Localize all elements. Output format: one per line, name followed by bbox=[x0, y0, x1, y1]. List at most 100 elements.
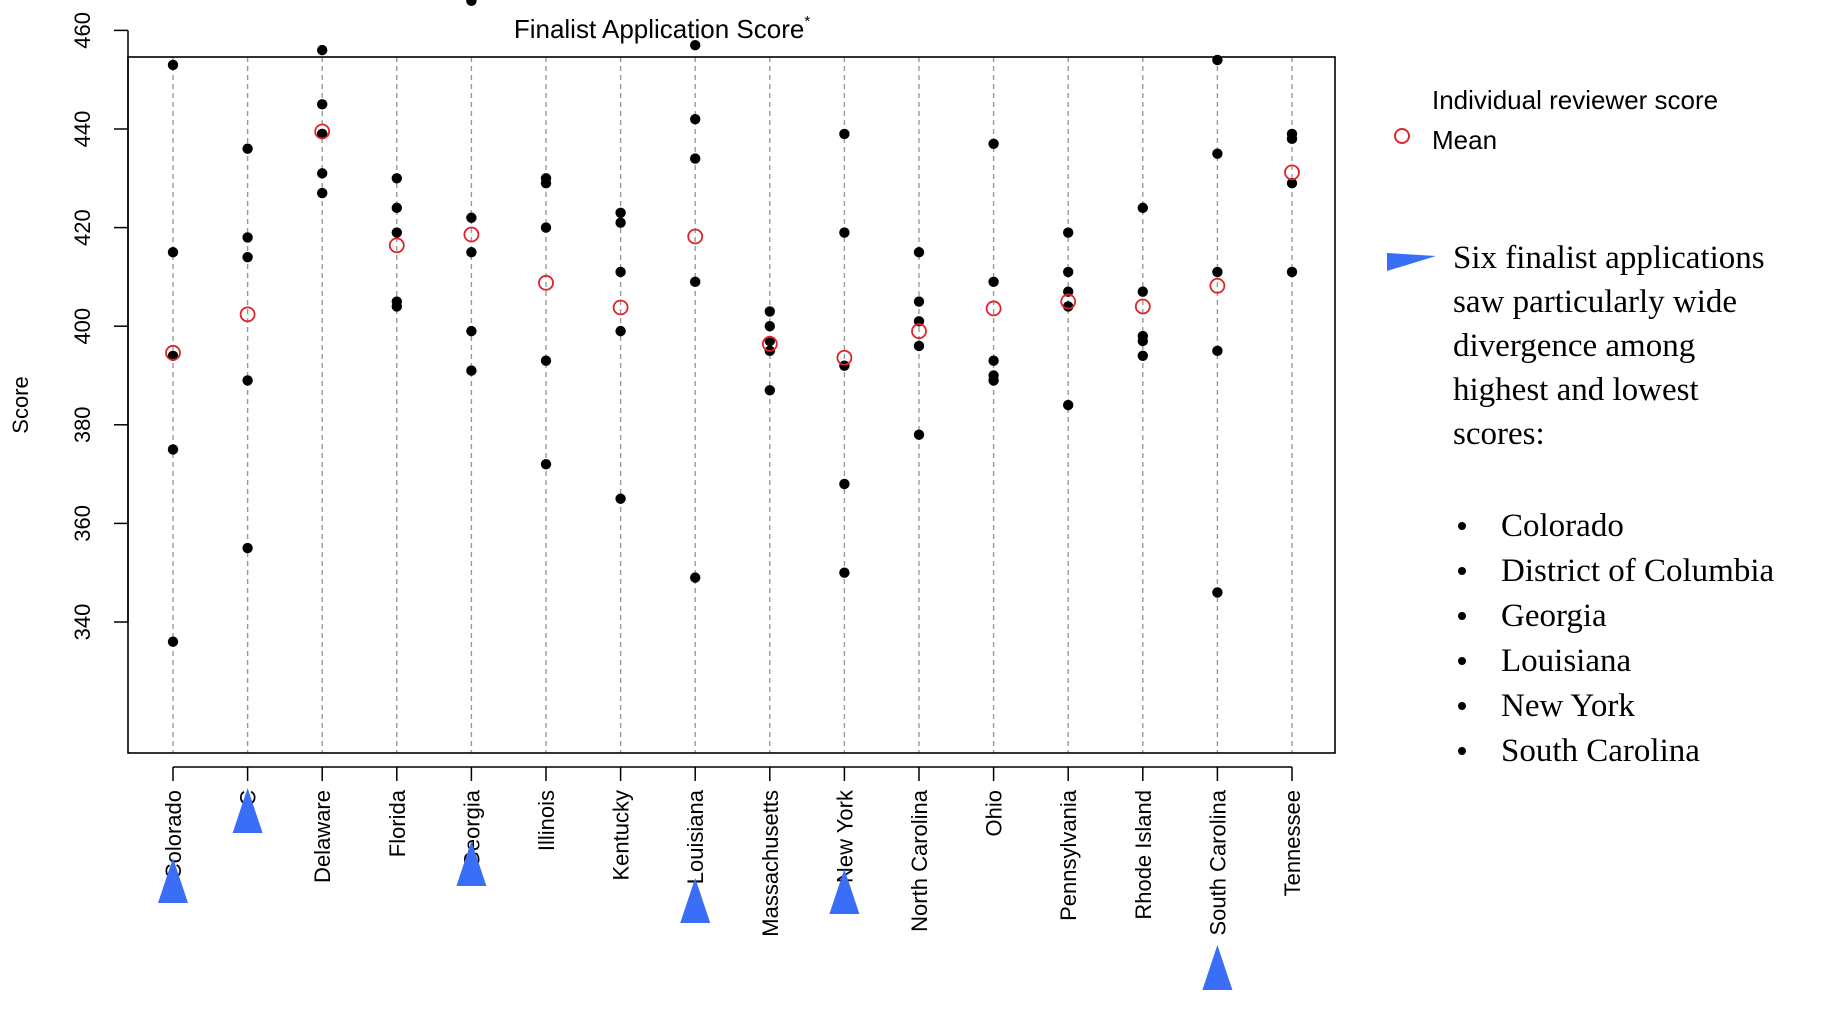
data-point bbox=[540, 178, 552, 189]
data-point bbox=[466, 212, 477, 223]
data-point bbox=[988, 276, 999, 288]
annotation: Six finalist applications saw particularl… bbox=[1387, 240, 1774, 769]
data-point bbox=[1212, 587, 1223, 598]
data-point bbox=[913, 429, 925, 440]
data-point bbox=[913, 247, 925, 258]
annotation-arrow-icon bbox=[1387, 253, 1436, 271]
data-point bbox=[391, 227, 402, 238]
mean-point bbox=[388, 237, 405, 254]
data-point bbox=[764, 321, 775, 332]
data-point bbox=[615, 493, 626, 504]
data-point bbox=[540, 459, 552, 470]
plot-frame bbox=[127, 56, 1336, 754]
data-point bbox=[1063, 227, 1074, 238]
data-point bbox=[913, 296, 925, 307]
mean-point bbox=[239, 306, 256, 323]
x-tick-label: Pennsylvania bbox=[1056, 789, 1081, 921]
data-point bbox=[1137, 335, 1149, 347]
data-point bbox=[988, 375, 999, 386]
x-tick-label: South Carolina bbox=[1205, 789, 1230, 935]
highlight-arrow-icon bbox=[680, 878, 711, 923]
data-point bbox=[317, 99, 328, 110]
x-tick-label: Rhode Island bbox=[1131, 790, 1156, 920]
data-point bbox=[466, 325, 477, 337]
annotation-line: divergence among bbox=[1453, 328, 1695, 364]
mean-point bbox=[463, 226, 480, 243]
data-point bbox=[1137, 286, 1149, 297]
x-tick-label: Florida bbox=[385, 789, 410, 857]
data-point bbox=[167, 636, 179, 647]
data-point bbox=[1286, 266, 1298, 278]
annotation-line: scores: bbox=[1453, 416, 1545, 452]
x-axis: ColoradoDCDelawareFloridaGeorgiaIllinois… bbox=[161, 766, 1305, 937]
data-point bbox=[391, 202, 402, 214]
mean-points bbox=[165, 123, 1300, 366]
mean-point bbox=[985, 300, 1002, 317]
annotation-bullet-item: Georgia bbox=[1501, 598, 1607, 634]
annotation-line: saw particularly wide bbox=[1453, 284, 1737, 320]
data-point bbox=[466, 0, 477, 7]
y-tick-label: 440 bbox=[70, 111, 95, 148]
data-point bbox=[690, 572, 701, 583]
x-tick-label: New York bbox=[832, 789, 857, 883]
data-point bbox=[690, 113, 701, 125]
data-point bbox=[839, 128, 850, 140]
legend-mean-marker bbox=[1394, 128, 1410, 144]
data-point bbox=[466, 247, 477, 258]
data-point bbox=[391, 301, 402, 312]
annotation-list: Colorado District of Columbia Georgia Louis… bbox=[1458, 508, 1774, 769]
data-point bbox=[1212, 345, 1223, 357]
data-point bbox=[988, 138, 999, 149]
legend-entry-reviewer: Individual reviewer score bbox=[1432, 85, 1718, 115]
data-point bbox=[1063, 301, 1074, 312]
highlight-arrow-icon bbox=[1202, 945, 1233, 990]
mean-point bbox=[1284, 164, 1300, 181]
bullet-icon bbox=[1458, 522, 1466, 530]
highlight-arrow-icon bbox=[158, 858, 188, 903]
reviewer-points bbox=[167, 0, 1298, 647]
data-point bbox=[764, 306, 775, 317]
data-point bbox=[690, 39, 701, 51]
x-tick-label: Kentucky bbox=[609, 790, 634, 881]
annotation-line: highest and lowest bbox=[1453, 372, 1699, 408]
data-point bbox=[1137, 202, 1149, 214]
legend-entry-mean: Mean bbox=[1432, 125, 1497, 155]
mean-point bbox=[1134, 298, 1151, 315]
x-tick-label: Delaware bbox=[310, 790, 335, 883]
x-tick-label: Massachusetts bbox=[758, 790, 783, 937]
data-point bbox=[391, 173, 402, 184]
y-axis-label: Score bbox=[8, 376, 33, 433]
annotation-bullet-item: New York bbox=[1501, 688, 1635, 724]
data-point bbox=[242, 375, 253, 386]
bullet-icon bbox=[1458, 612, 1466, 620]
x-tick-label: North Carolina bbox=[907, 789, 932, 932]
mean-point bbox=[761, 336, 778, 352]
data-point bbox=[1063, 266, 1074, 278]
mean-point bbox=[165, 344, 181, 361]
bullet-icon bbox=[1458, 747, 1466, 755]
y-tick-label: 420 bbox=[70, 209, 95, 246]
data-point bbox=[764, 385, 775, 396]
data-point bbox=[167, 444, 179, 455]
data-point bbox=[317, 128, 328, 140]
data-point bbox=[913, 340, 925, 352]
highlight-arrow-icon bbox=[829, 869, 860, 914]
mean-point bbox=[836, 349, 853, 366]
y-tick-label: 400 bbox=[70, 308, 95, 345]
y-axis: 340 360 380 400 420 440 460 bbox=[70, 12, 129, 640]
bullet-icon bbox=[1458, 657, 1466, 665]
data-point bbox=[167, 247, 179, 258]
highlight-arrow-icon bbox=[456, 841, 487, 886]
data-point bbox=[839, 567, 850, 578]
data-point bbox=[1286, 178, 1298, 189]
annotation-bullet-item: Louisiana bbox=[1501, 643, 1631, 679]
x-tick-label: Illinois bbox=[534, 790, 559, 851]
data-point bbox=[242, 232, 253, 243]
mean-point bbox=[1060, 293, 1077, 310]
data-point bbox=[690, 276, 701, 288]
data-point bbox=[1063, 399, 1074, 411]
x-tick-label: Ohio bbox=[982, 790, 1007, 836]
data-point bbox=[615, 325, 626, 337]
annotation-text: Six finalist applications saw particularl… bbox=[1453, 240, 1765, 452]
data-point bbox=[839, 478, 850, 490]
